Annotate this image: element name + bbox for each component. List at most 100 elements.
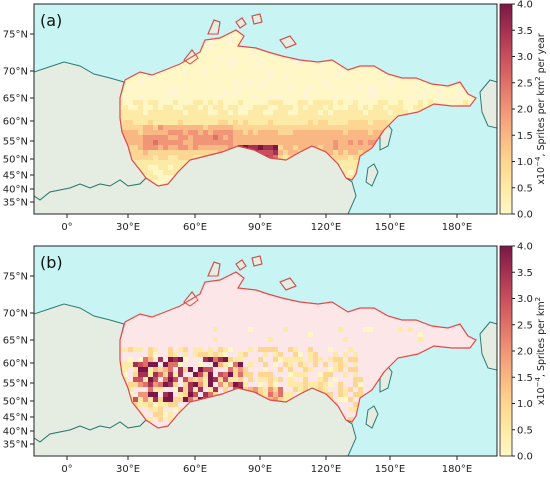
grid-cell — [238, 105, 243, 110]
grid-cell — [323, 100, 328, 105]
grid-cell — [368, 120, 373, 125]
grid-cell — [268, 372, 273, 377]
grid-cell — [248, 100, 253, 105]
grid-cell — [413, 100, 418, 105]
grid-cell — [138, 392, 143, 397]
grid-cell — [198, 60, 203, 65]
grid-cell — [148, 402, 153, 407]
grid-cell — [278, 135, 283, 140]
grid-cell — [143, 362, 148, 367]
grid-cell — [243, 75, 248, 80]
grid-cell — [143, 90, 148, 95]
grid-cell — [308, 110, 313, 115]
grid-cell — [143, 120, 148, 125]
grid-cell — [158, 170, 163, 175]
grid-cell — [213, 135, 218, 140]
grid-cell — [328, 80, 333, 85]
grid-cell — [348, 125, 353, 130]
grid-cell — [288, 367, 293, 372]
grid-cell — [298, 357, 303, 362]
grid-cell — [208, 382, 213, 387]
grid-cell — [343, 90, 348, 95]
grid-cell — [358, 130, 363, 135]
grid-cell — [418, 100, 423, 105]
grid-cell — [203, 50, 208, 55]
grid-cell — [328, 130, 333, 135]
grid-cell — [358, 105, 363, 110]
lat-tick-label: 35°N — [3, 198, 28, 209]
grid-cell — [353, 140, 358, 145]
grid-cell — [153, 115, 158, 120]
grid-cell — [333, 105, 338, 110]
grid-cell — [268, 150, 273, 155]
grid-cell — [233, 35, 238, 40]
grid-cell — [303, 362, 308, 367]
grid-cell — [213, 150, 218, 155]
grid-cell — [188, 377, 193, 382]
grid-cell — [363, 85, 368, 90]
grid-cell — [163, 70, 168, 75]
grid-cell — [163, 85, 168, 90]
grid-cell — [178, 110, 183, 115]
grid-cell — [298, 65, 303, 70]
grid-cell — [120, 110, 123, 115]
grid-cell — [348, 115, 353, 120]
grid-cell — [178, 392, 183, 397]
grid-cell — [398, 90, 403, 95]
grid-cell — [213, 50, 218, 55]
grid-cell — [223, 60, 228, 65]
grid-cell — [158, 130, 163, 135]
grid-cell — [358, 75, 363, 80]
grid-cell — [263, 135, 268, 140]
grid-cell — [198, 362, 203, 367]
grid-cell — [368, 70, 373, 75]
grid-cell — [223, 110, 228, 115]
grid-cell — [243, 80, 248, 85]
grid-cell — [123, 90, 128, 95]
landmass — [479, 321, 497, 371]
grid-cell — [353, 135, 358, 140]
grid-cell — [223, 85, 228, 90]
grid-cell — [178, 85, 183, 90]
grid-cell — [153, 397, 158, 402]
grid-cell — [268, 387, 273, 392]
lon-tick-label: 0° — [61, 464, 72, 475]
grid-cell — [158, 85, 163, 90]
grid-cell — [163, 145, 168, 150]
grid-cell — [353, 165, 358, 170]
grid-cell — [348, 397, 353, 402]
grid-cell — [348, 135, 353, 140]
grid-cell — [428, 85, 433, 90]
grid-cell — [120, 362, 123, 367]
grid-cell — [233, 40, 238, 45]
grid-cell — [228, 55, 233, 60]
grid-cell — [278, 357, 283, 362]
grid-cell — [263, 60, 268, 65]
grid-cell — [368, 140, 373, 145]
grid-cell — [263, 55, 268, 60]
grid-cell — [158, 150, 163, 155]
grid-cell — [203, 377, 208, 382]
grid-cell — [363, 80, 368, 85]
grid-cell — [288, 377, 293, 382]
grid-cell — [338, 110, 343, 115]
grid-cell — [363, 100, 368, 105]
grid-cell — [278, 130, 283, 135]
grid-cell — [268, 90, 273, 95]
grid-cell — [343, 170, 348, 175]
grid-cell — [353, 110, 358, 115]
grid-cell — [298, 110, 303, 115]
island-border — [279, 35, 297, 49]
colorbar-tick-label: 2.5 — [517, 320, 533, 331]
grid-cell — [218, 115, 223, 120]
grid-cell — [208, 85, 213, 90]
grid-cell — [368, 75, 373, 80]
grid-cell — [213, 140, 218, 145]
grid-cell — [338, 357, 343, 362]
colorbar — [499, 245, 513, 457]
grid-cell — [178, 135, 183, 140]
grid-cell — [423, 105, 428, 110]
grid-cell — [203, 85, 208, 90]
grid-cell — [148, 397, 153, 402]
grid-cell — [163, 392, 168, 397]
